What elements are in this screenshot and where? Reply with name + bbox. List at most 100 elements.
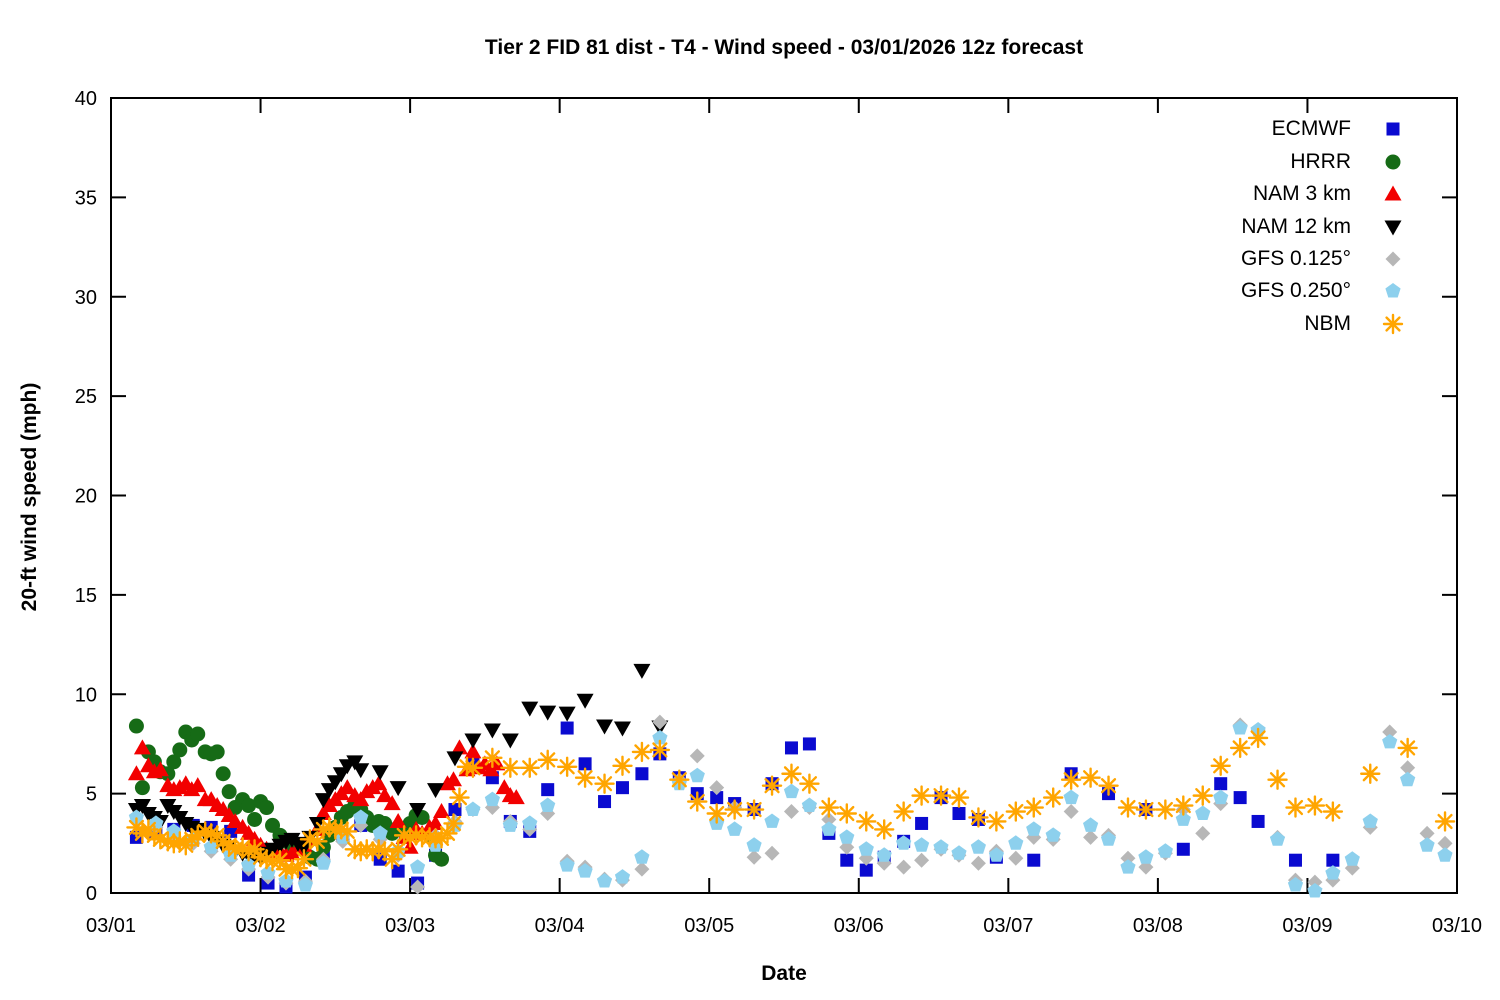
nbm-point bbox=[1360, 763, 1381, 784]
nbm-point bbox=[556, 756, 578, 777]
ecmwf-marker-icon bbox=[1386, 122, 1400, 136]
gfs-0250-point bbox=[1382, 734, 1398, 749]
gfs-0125-point bbox=[764, 845, 780, 861]
legend-item-nam-12km: NAM 12 km bbox=[900, 214, 1415, 240]
nbm-point bbox=[1229, 737, 1251, 759]
nam-12km-point bbox=[346, 755, 364, 771]
gfs-0250-point bbox=[559, 857, 575, 872]
gfs-0250-point bbox=[596, 873, 613, 888]
nbm-point bbox=[574, 767, 596, 788]
nbm-point bbox=[1173, 795, 1194, 816]
nbm-point bbox=[781, 763, 802, 784]
legend-label-ecmwf: ECMWF bbox=[1271, 117, 1351, 140]
gfs-0250-point bbox=[1325, 865, 1341, 880]
nam-3km-point bbox=[352, 791, 370, 807]
gfs-0125-legend-marker-glyph bbox=[1385, 251, 1401, 267]
nbm-point bbox=[612, 755, 633, 776]
nbm-point bbox=[1005, 801, 1027, 822]
nbm-point bbox=[669, 769, 690, 790]
gfs-0250-point bbox=[727, 821, 743, 836]
gfs-0125-point bbox=[689, 748, 705, 764]
gfs-0250-point bbox=[203, 839, 219, 854]
gfs-0250-point bbox=[278, 873, 294, 888]
nbm-marker-icon bbox=[1382, 313, 1404, 335]
x-tick-label: 03/04 bbox=[535, 915, 585, 937]
ecmwf-point bbox=[1233, 791, 1247, 805]
nbm-point bbox=[1060, 769, 1082, 790]
hrrr-point bbox=[134, 780, 150, 796]
nam-12km-point bbox=[576, 693, 594, 709]
y-tick-label: 40 bbox=[75, 88, 97, 110]
gfs-0125-point bbox=[1419, 825, 1435, 841]
ecmwf-point bbox=[635, 767, 649, 781]
gfs-0250-point bbox=[1063, 789, 1079, 805]
gfs-0250-point bbox=[1138, 849, 1154, 864]
gfs-0125-point bbox=[896, 859, 912, 875]
nbm-point bbox=[519, 757, 540, 778]
nbm-point bbox=[1247, 727, 1269, 749]
nbm-point bbox=[930, 785, 952, 806]
nbm-point bbox=[337, 821, 358, 842]
legend-label-nam-12km: NAM 12 km bbox=[1241, 215, 1351, 238]
gfs-0250-point bbox=[876, 847, 892, 862]
nbm-point bbox=[706, 803, 727, 824]
nam-3km-point bbox=[226, 812, 244, 828]
nam-12km-point bbox=[596, 719, 614, 735]
nam-12km-marker-icon bbox=[1384, 220, 1402, 236]
gfs-0250-marker-icon bbox=[1385, 283, 1401, 298]
gfs-0250-point bbox=[410, 859, 426, 874]
gfs-0125-point bbox=[1382, 724, 1398, 740]
gfs-0250-legend-marker-glyph bbox=[1385, 283, 1401, 298]
nam-12km-legend-marker-glyph bbox=[1384, 220, 1402, 236]
gfs-0250-point bbox=[1287, 877, 1304, 892]
gfs-0250-point bbox=[577, 863, 593, 878]
x-axis-label: Date bbox=[761, 962, 807, 985]
gfs-0125-point bbox=[1195, 825, 1211, 841]
gfs-0250-point bbox=[634, 849, 650, 864]
y-tick-label: 20 bbox=[75, 486, 97, 508]
gfs-0250-point bbox=[1083, 817, 1099, 832]
gfs-0250-point bbox=[1100, 831, 1117, 846]
gfs-0250-point bbox=[465, 801, 481, 816]
x-tick-label: 03/06 bbox=[834, 915, 884, 937]
nam-12km-point bbox=[371, 765, 389, 781]
nbm-point bbox=[537, 749, 558, 771]
nbm-point bbox=[893, 801, 914, 822]
nbm-point bbox=[724, 799, 745, 820]
hrrr-point bbox=[190, 726, 206, 742]
nbm-point bbox=[594, 773, 615, 794]
hrrr-point bbox=[247, 811, 263, 827]
nam-3km-point bbox=[389, 812, 407, 828]
legend-item-hrrr: HRRR bbox=[900, 149, 1415, 175]
gfs-0250-point bbox=[484, 791, 500, 807]
gfs-0250-point bbox=[241, 857, 257, 872]
gfs-0250-point bbox=[540, 797, 556, 812]
chart-title: Tier 2 FID 81 dist - T4 - Wind speed - 0… bbox=[484, 36, 1084, 59]
nbm-point bbox=[1117, 797, 1139, 818]
gfs-0125-point bbox=[970, 855, 986, 871]
x-tick-label: 03/01 bbox=[86, 915, 136, 937]
legend-item-gfs-0125: GFS 0.125° bbox=[900, 246, 1415, 272]
legend-label-gfs-0125: GFS 0.125° bbox=[1241, 247, 1351, 270]
nbm-point bbox=[1023, 797, 1044, 818]
nbm-point bbox=[1397, 737, 1418, 759]
nbm-point bbox=[1192, 785, 1213, 806]
nbm-point bbox=[1080, 767, 1101, 788]
nam-3km-point bbox=[464, 743, 482, 759]
gfs-0250-point bbox=[1400, 771, 1416, 787]
legend-label-gfs-0250: GFS 0.250° bbox=[1241, 279, 1351, 302]
gfs-0125-point bbox=[652, 714, 668, 730]
y-tick-label: 35 bbox=[75, 187, 97, 209]
nbm-point bbox=[293, 849, 315, 870]
hrrr-point bbox=[172, 742, 188, 758]
nbm-point bbox=[1042, 787, 1064, 808]
x-tick-label: 03/03 bbox=[385, 915, 435, 937]
gfs-0250-point bbox=[1437, 847, 1453, 862]
ecmwf-legend-marker-glyph bbox=[1386, 122, 1400, 136]
gfs-0250-point bbox=[821, 821, 837, 836]
nam-12km-point bbox=[521, 701, 539, 717]
legend-label-hrrr: HRRR bbox=[1290, 150, 1351, 173]
nbm-point bbox=[387, 839, 409, 860]
